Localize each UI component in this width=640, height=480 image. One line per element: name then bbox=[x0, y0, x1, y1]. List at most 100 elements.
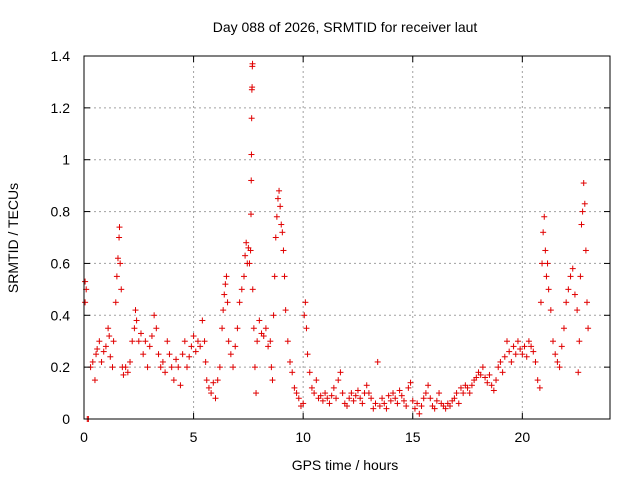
data-point bbox=[268, 364, 275, 371]
x-tick-label: 10 bbox=[295, 429, 311, 445]
data-point bbox=[142, 338, 149, 345]
data-point bbox=[460, 390, 467, 397]
data-point bbox=[576, 338, 583, 345]
data-point bbox=[322, 390, 329, 397]
data-point bbox=[225, 338, 232, 345]
data-point bbox=[484, 379, 491, 386]
data-point bbox=[190, 333, 197, 340]
data-point bbox=[344, 403, 350, 410]
data-point bbox=[387, 397, 394, 404]
data-point bbox=[124, 369, 131, 376]
data-point bbox=[155, 351, 162, 358]
data-point bbox=[205, 384, 212, 391]
data-point bbox=[280, 247, 287, 254]
data-point bbox=[295, 395, 302, 402]
data-point bbox=[392, 395, 399, 402]
data-point bbox=[453, 390, 460, 397]
data-point bbox=[284, 338, 291, 345]
data-point bbox=[260, 333, 267, 340]
data-point bbox=[581, 200, 588, 207]
data-point bbox=[547, 307, 554, 314]
data-point bbox=[249, 84, 256, 91]
data-point bbox=[137, 330, 144, 337]
data-point bbox=[365, 390, 372, 397]
data-point bbox=[577, 273, 584, 280]
data-point bbox=[359, 400, 366, 407]
data-point bbox=[120, 371, 127, 378]
data-point bbox=[447, 403, 454, 410]
data-point bbox=[112, 299, 119, 306]
data-point bbox=[544, 260, 551, 267]
data-point bbox=[148, 333, 155, 340]
data-point bbox=[214, 377, 221, 384]
data-point bbox=[234, 325, 241, 332]
data-point bbox=[122, 364, 129, 371]
data-point bbox=[82, 278, 89, 285]
data-point bbox=[370, 405, 377, 412]
data-point bbox=[289, 369, 296, 376]
data-point bbox=[238, 286, 245, 293]
data-point bbox=[129, 338, 136, 345]
data-point bbox=[510, 343, 517, 350]
data-point bbox=[91, 377, 98, 384]
data-point bbox=[197, 343, 204, 350]
data-point bbox=[277, 203, 284, 210]
data-point bbox=[221, 291, 228, 298]
data-point bbox=[501, 353, 508, 360]
data-point bbox=[230, 364, 237, 371]
data-point bbox=[376, 403, 383, 410]
data-point bbox=[166, 351, 173, 358]
data-point bbox=[199, 317, 206, 324]
data-point bbox=[249, 60, 256, 67]
data-point bbox=[194, 338, 201, 345]
data-point bbox=[269, 377, 276, 384]
data-point bbox=[223, 273, 230, 280]
data-point bbox=[390, 390, 397, 397]
data-point bbox=[398, 392, 405, 399]
data-point bbox=[135, 338, 142, 345]
data-point bbox=[208, 390, 215, 397]
data-point bbox=[212, 395, 219, 402]
data-point bbox=[579, 208, 586, 215]
data-point bbox=[186, 353, 193, 360]
data-point bbox=[550, 338, 557, 345]
data-point bbox=[98, 358, 105, 365]
data-point bbox=[201, 338, 208, 345]
data-point bbox=[563, 299, 570, 306]
data-point bbox=[276, 187, 283, 194]
data-point bbox=[177, 382, 184, 389]
data-point bbox=[210, 379, 217, 386]
data-point bbox=[350, 397, 357, 404]
y-tick-label: 1.2 bbox=[51, 100, 71, 116]
data-point bbox=[468, 382, 475, 389]
data-point bbox=[319, 397, 326, 404]
data-point bbox=[249, 286, 256, 293]
data-point bbox=[127, 358, 134, 365]
data-point bbox=[89, 358, 96, 365]
data-point bbox=[328, 392, 335, 399]
data-point bbox=[250, 325, 257, 332]
grid-lines bbox=[84, 56, 610, 419]
y-tick-label: 0 bbox=[62, 411, 70, 427]
data-point bbox=[495, 364, 502, 371]
data-point bbox=[488, 382, 495, 389]
data-point bbox=[132, 307, 139, 314]
data-point bbox=[159, 358, 166, 365]
data-point bbox=[585, 325, 592, 332]
data-point bbox=[105, 325, 112, 332]
data-point bbox=[146, 343, 153, 350]
data-point bbox=[506, 348, 513, 355]
data-point bbox=[385, 392, 392, 399]
data-point bbox=[396, 387, 403, 394]
data-point bbox=[433, 397, 440, 404]
data-point bbox=[558, 343, 565, 350]
data-point bbox=[363, 382, 370, 389]
data-point bbox=[442, 405, 449, 412]
data-point bbox=[274, 195, 281, 202]
y-tick-label: 1.4 bbox=[51, 48, 71, 64]
data-point bbox=[291, 384, 298, 391]
data-point bbox=[313, 377, 320, 384]
data-point bbox=[106, 333, 113, 340]
data-point bbox=[455, 400, 462, 407]
